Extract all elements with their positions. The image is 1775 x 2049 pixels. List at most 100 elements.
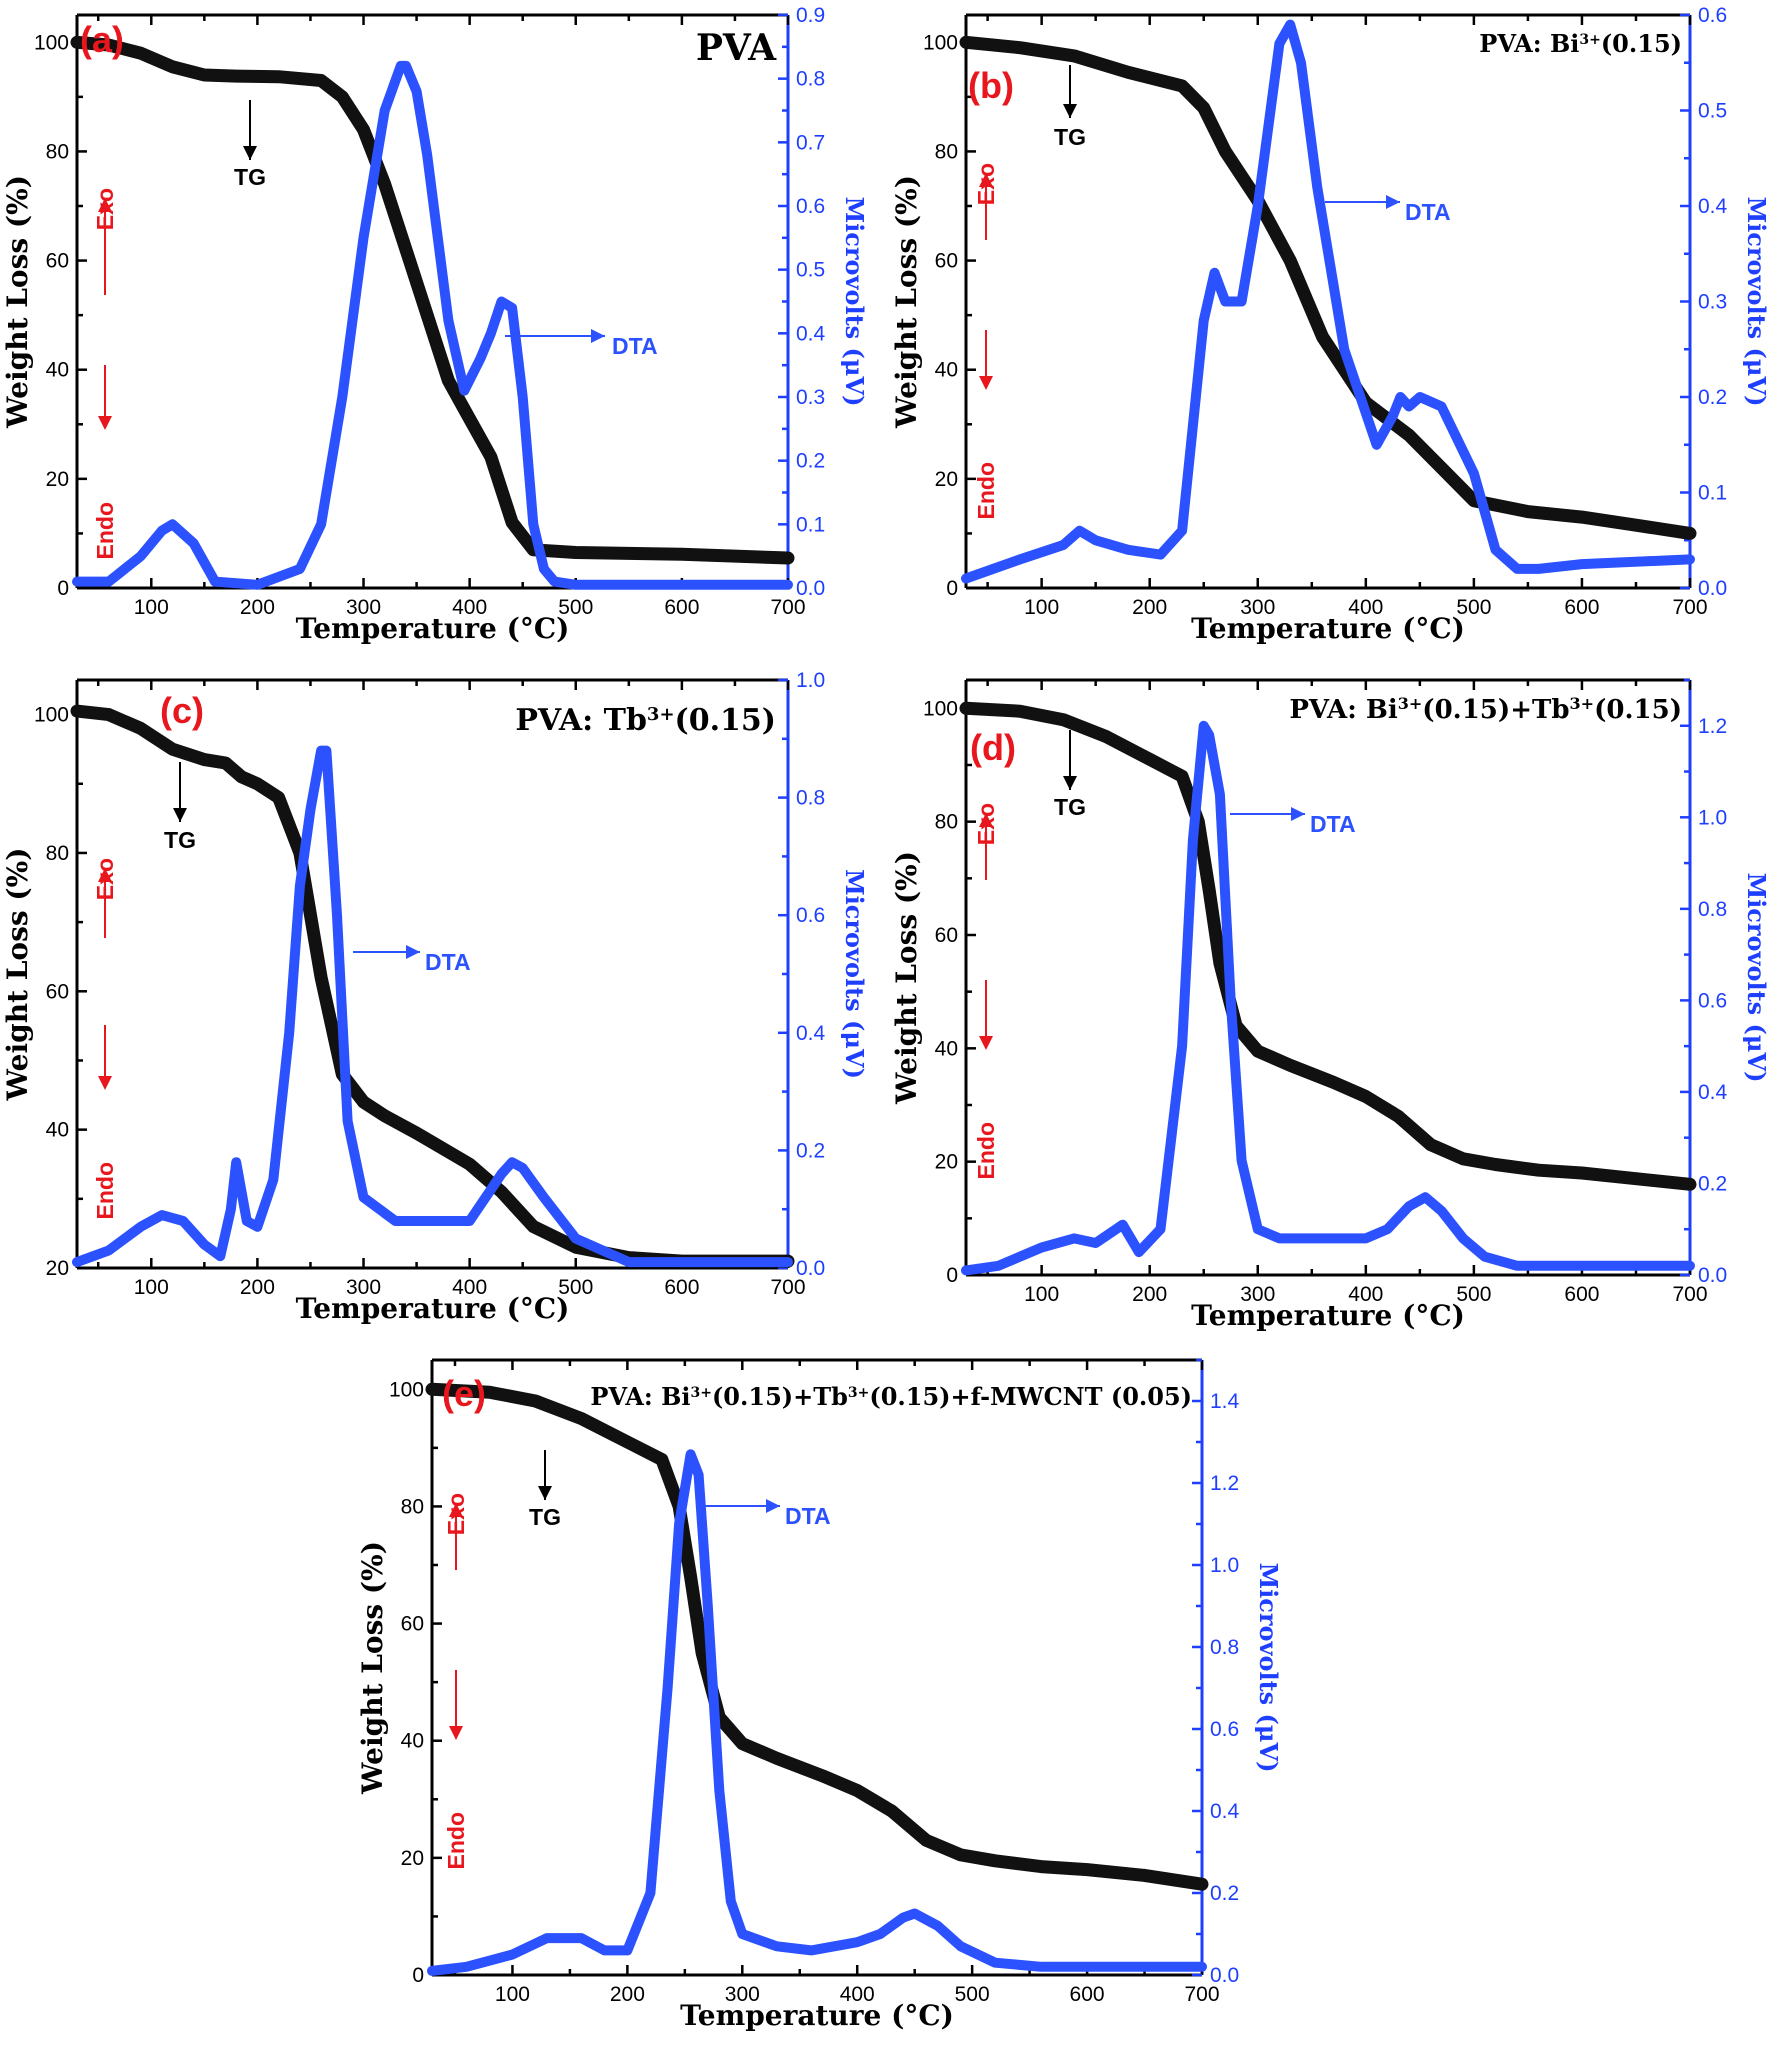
y-axis-label: Weight Loss (%) (356, 1541, 389, 1795)
tg-series-line (959, 35, 1697, 540)
x-tick-label: 200 (240, 596, 275, 619)
arrow-head-icon (979, 173, 993, 187)
x-tick-label: 500 (1456, 1283, 1491, 1306)
y-tick-label: 0 (946, 1264, 958, 1287)
panel-title: PVA: Tb3+(0.15) (515, 703, 776, 738)
tg-series-line (70, 704, 795, 1268)
x-axis-label: Temperature (°C) (1191, 612, 1465, 645)
x-tick-label: 300 (1240, 1283, 1275, 1306)
arrow-head-icon (98, 1076, 112, 1090)
endo-label: Endo (973, 1122, 999, 1180)
y-tick-label: 80 (935, 811, 958, 834)
panel-letter: (a) (80, 19, 124, 60)
arrow-head-icon (538, 1486, 552, 1500)
y-tick-label: 40 (401, 1730, 424, 1753)
chart-panel-d: 100 200 300 400 500 600 700 0 20 40 60 80 100 0.0 0.2 0… (890, 678, 1771, 1332)
y2-tick-label: 0.4 (796, 1022, 826, 1045)
x-axis-label: Temperature (°C) (680, 1999, 954, 2032)
y-tick-label: 20 (401, 1847, 424, 1870)
endo-label: Endo (973, 462, 999, 520)
y2-axis-label: Microvolts (μV) (1742, 197, 1771, 407)
dta-label: DTA (1405, 199, 1451, 225)
y2-tick-label: 0.5 (796, 259, 825, 282)
x-tick-label: 700 (770, 596, 805, 619)
chart-panel-c: 100 200 300 400 500 600 700 20 40 60 80 100 0.0 0.2 0.… (1, 669, 869, 1325)
y-tick-label: 20 (935, 1151, 958, 1174)
panel-letter: (e) (442, 1373, 486, 1414)
x-tick-label: 500 (558, 1276, 593, 1299)
dta-label: DTA (425, 949, 471, 975)
y-tick-label: 100 (34, 31, 69, 54)
y-tick-label: 40 (46, 1119, 69, 1142)
panel-title: PVA (696, 27, 777, 69)
x-tick-label: 200 (610, 1983, 645, 2006)
panel-title: PVA: Bi3+(0.15)+Tb3+(0.15) (1289, 694, 1682, 726)
x-tick-label: 100 (134, 1276, 169, 1299)
y-tick-label: 100 (389, 1378, 424, 1401)
exo-label: Exo (973, 163, 999, 205)
y2-tick-label: 0.2 (1698, 386, 1727, 409)
chart-panel-e: 100 200 300 400 500 600 700 0 20 40 60 80 100 0.0 0.2 0… (356, 1358, 1283, 2032)
y-tick-label: 60 (401, 1613, 424, 1636)
y2-tick-label: 0.6 (796, 195, 825, 218)
y2-tick-label: 0.2 (796, 1139, 825, 1162)
chart-panel-a: 100 200 300 400 500 600 700 0 20 40 60 80 100 0.0 0.1 0… (1, 4, 869, 645)
dta-label: DTA (785, 1503, 831, 1529)
y-tick-label: 80 (46, 140, 69, 163)
endo-label: Endo (92, 1162, 118, 1220)
y-axis-label: Weight Loss (%) (1, 175, 34, 429)
y2-tick-label: 0.0 (1210, 1964, 1239, 1987)
arrow-head-icon (173, 808, 187, 822)
x-tick-label: 100 (1024, 596, 1059, 619)
tg-series-line (70, 35, 795, 565)
x-axis-label: Temperature (°C) (296, 612, 570, 645)
dta-series-line (427, 1449, 1207, 1976)
y-tick-label: 80 (401, 1495, 424, 1518)
exo-label: Exo (443, 1493, 469, 1535)
y2-tick-label: 0.4 (1210, 1800, 1240, 1823)
y2-axis-label: Microvolts (μV) (1254, 1563, 1283, 1773)
y2-tick-label: 0.3 (1698, 291, 1727, 314)
arrow-head-icon (98, 198, 112, 212)
y-tick-label: 80 (935, 140, 958, 163)
x-tick-label: 400 (1348, 596, 1383, 619)
x-tick-label: 500 (955, 1983, 990, 2006)
tg-series-line (959, 701, 1697, 1191)
x-tick-label: 700 (770, 1276, 805, 1299)
y-tick-label: 100 (923, 31, 958, 54)
arrow-head-icon (1291, 807, 1305, 821)
arrow-head-icon (979, 813, 993, 827)
chart-panel-b: 100 200 300 400 500 600 700 0 20 40 60 80 100 0.0 0.1 0… (890, 4, 1771, 645)
x-tick-label: 500 (1456, 596, 1491, 619)
panel-letter: (c) (160, 690, 204, 731)
arrow-head-icon (243, 146, 257, 160)
y2-tick-label: 1.2 (1698, 715, 1727, 738)
y2-tick-label: 0.4 (1698, 195, 1728, 218)
y2-tick-label: 0.1 (1698, 482, 1727, 505)
arrow-head-icon (1063, 776, 1077, 790)
y-tick-label: 80 (46, 842, 69, 865)
y2-tick-label: 0.0 (1698, 577, 1727, 600)
tg-label: TG (529, 1504, 561, 1530)
y2-tick-label: 0.2 (1698, 1172, 1727, 1195)
exo-label: Exo (92, 188, 118, 230)
panel-title: PVA: Bi3+(0.15)+Tb3+(0.15)+f-MWCNT (0.05… (590, 1382, 1192, 1411)
panel-title: PVA: Bi3+(0.15) (1479, 29, 1682, 58)
y2-axis-label: Microvolts (μV) (840, 197, 869, 407)
y-tick-label: 0 (57, 577, 69, 600)
y2-tick-label: 0.9 (796, 4, 825, 27)
y2-axis-label: Microvolts (μV) (1742, 873, 1771, 1083)
dta-series-line (961, 19, 1695, 584)
dta-label: DTA (1310, 811, 1356, 837)
x-tick-label: 600 (1564, 1283, 1599, 1306)
y2-tick-label: 1.4 (1210, 1390, 1240, 1413)
y2-tick-label: 0.0 (796, 1257, 825, 1280)
y2-tick-label: 0.6 (1698, 989, 1727, 1012)
y2-tick-label: 0.4 (796, 322, 826, 345)
x-tick-label: 300 (725, 1983, 760, 2006)
y2-tick-label: 0.7 (796, 131, 825, 154)
arrow-head-icon (766, 1499, 780, 1513)
y2-tick-label: 0.1 (796, 513, 825, 536)
y-tick-label: 100 (923, 697, 958, 720)
exo-label: Exo (92, 858, 118, 900)
